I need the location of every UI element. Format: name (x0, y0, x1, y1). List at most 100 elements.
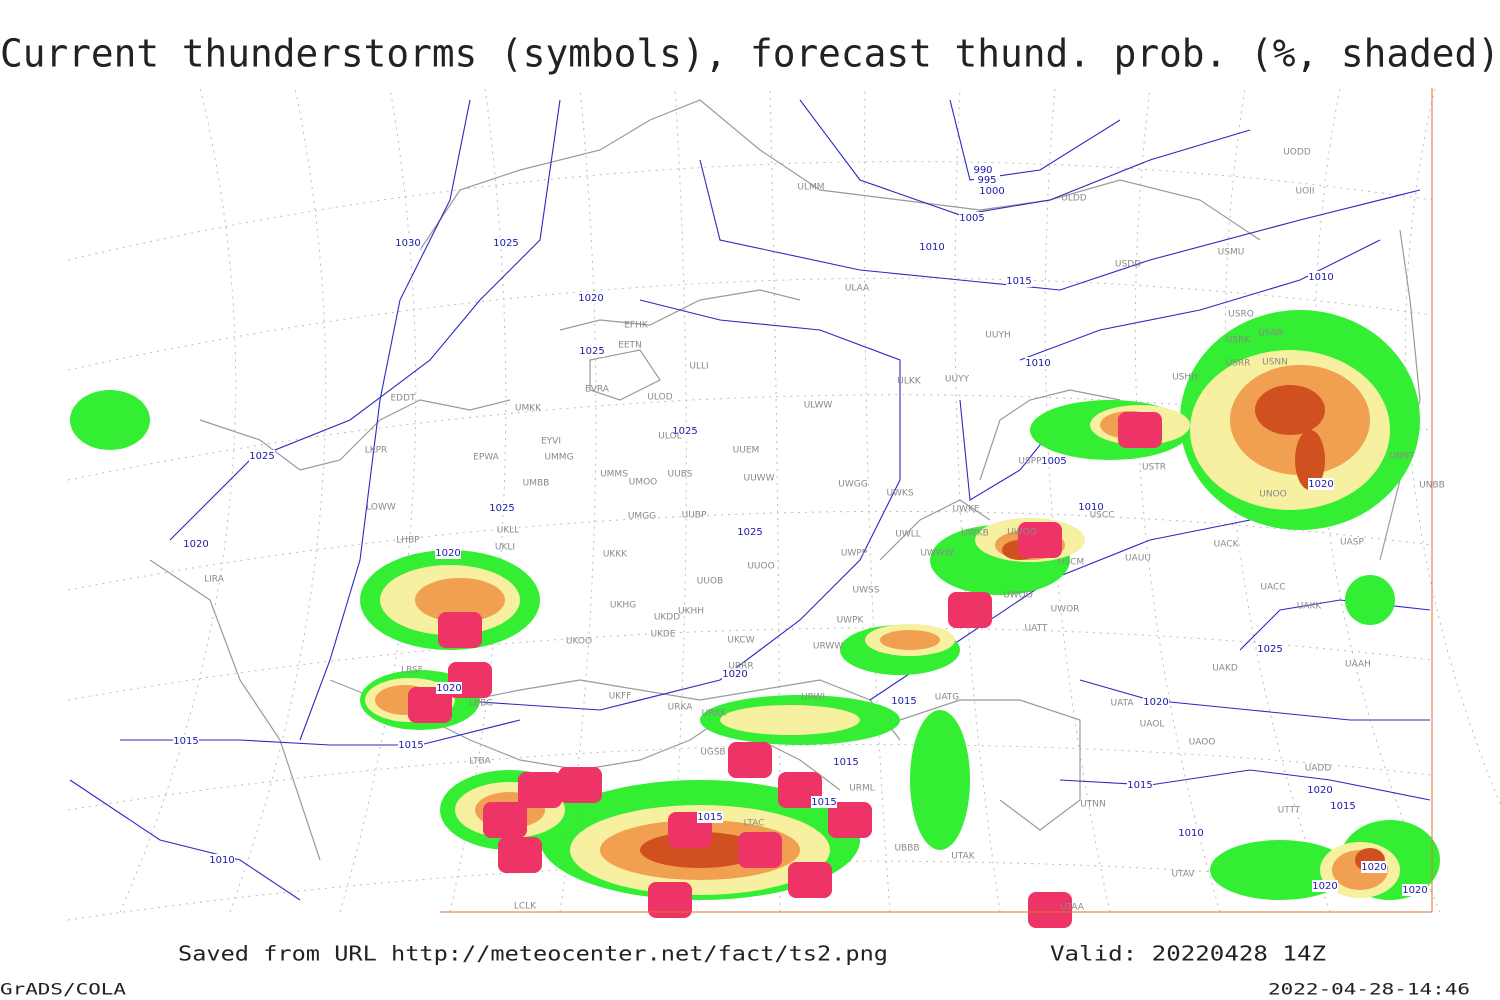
isobar-label: 1015 (833, 757, 858, 768)
station-label: LOWW (366, 503, 396, 513)
isobar-label-bg (578, 292, 604, 304)
station-label: URWW (813, 642, 843, 652)
station-label: UACK (1214, 540, 1240, 550)
graticule (1404, 87, 1500, 805)
isobar-label: 1020 (1307, 785, 1332, 796)
station-label: URWI (801, 693, 825, 703)
isobar (949, 99, 1121, 181)
isobar-label-bg (1361, 861, 1387, 873)
probability-shading (1345, 575, 1395, 625)
timestamp: 2022-04-28-14:46 (1268, 980, 1470, 999)
isobar-label-bg (493, 237, 519, 249)
graticule (119, 87, 237, 913)
station-label: UMBB (523, 479, 550, 489)
isobar-label: 1025 (579, 346, 604, 357)
isobar-label: 1015 (697, 812, 722, 823)
probability-shading (910, 710, 970, 850)
isobar-label-bg (1308, 478, 1334, 490)
station-label: UGSB (700, 748, 725, 758)
station-label: USPP (1018, 457, 1042, 467)
station-label: ULWW (804, 401, 833, 411)
thunderstorm-symbols (828, 802, 872, 838)
isobar-label: 1020 (1312, 881, 1337, 892)
coastline (979, 389, 1121, 481)
isobar-label-bg (1025, 357, 1051, 369)
station-label: UMMG (544, 453, 573, 463)
station-label: UKLI (495, 543, 515, 553)
thunderstorm-symbols (408, 687, 452, 723)
isobar-label: 1025 (737, 527, 762, 538)
isobar (959, 399, 1061, 501)
isobar-label-bg (672, 425, 698, 437)
coastline (559, 289, 801, 331)
isobar-label-bg (183, 538, 209, 550)
station-label: LBBG (469, 699, 493, 709)
thunderstorm-symbols (728, 742, 772, 778)
station-label: UBBB (894, 844, 919, 854)
station-label: UAKK (1297, 602, 1323, 612)
isobar (299, 99, 471, 741)
isobar-label-bg (1041, 455, 1067, 467)
station-label: LTBA (469, 757, 491, 767)
station-label: UWLL (895, 530, 921, 540)
valid-time: Valid: 20220428 14Z (1050, 942, 1326, 966)
station-label: UNOO (1259, 490, 1287, 500)
isobar-label: 1015 (1127, 780, 1152, 791)
station-label: USRR (1226, 359, 1251, 369)
title: Current thunderstorms (symbols), forecas… (0, 32, 1500, 76)
coastline (1379, 229, 1421, 561)
isobar-label-bg (1127, 779, 1153, 791)
station-label: UASP (1340, 538, 1364, 548)
isobar (449, 299, 901, 711)
thunderstorm-symbols (483, 802, 527, 838)
station-label: UTAV (1171, 870, 1195, 880)
station-label: UUBP (682, 511, 707, 521)
isobar-label-bg (833, 756, 859, 768)
coastline (149, 559, 321, 861)
isobar-label: 1025 (672, 426, 697, 437)
isobar-label-bg (737, 526, 763, 538)
probability-shading (880, 630, 940, 650)
isobar-label: 1020 (183, 539, 208, 550)
thunderstorm-symbols (948, 592, 992, 628)
isobar-label-bg (579, 345, 605, 357)
isobar (1019, 239, 1381, 361)
station-label: UKDD (654, 613, 680, 623)
graticule (67, 510, 1433, 591)
station-label: UNNT (1389, 452, 1415, 462)
station-label: UWKE (952, 505, 979, 515)
station-label: USNR (1258, 329, 1283, 339)
station-label: UAKD (1212, 664, 1238, 674)
station-label: LCLK (514, 902, 537, 912)
isobar-label-bg (1330, 800, 1356, 812)
isobar (69, 779, 301, 901)
isobar (1079, 679, 1430, 721)
probability-shading (720, 705, 860, 735)
station-label: UTTT (1278, 806, 1301, 816)
station-label: USMU (1218, 248, 1245, 258)
thunderstorm-symbols (518, 772, 562, 808)
station-label: UMMS (600, 470, 628, 480)
station-label: UWOR (1051, 605, 1080, 615)
isobar-label: 1015 (1006, 276, 1031, 287)
isobar-label-bg (1006, 275, 1032, 287)
station-label: EPWA (473, 453, 500, 463)
isobar-label-bg (919, 241, 945, 253)
isobar-label: 1005 (959, 213, 984, 224)
isobar-label-bg (173, 735, 199, 747)
station-label: URML (849, 784, 875, 794)
thunderstorm-symbols (788, 862, 832, 898)
isobar-label-bg (489, 502, 515, 514)
thunderstorm-symbols (1028, 892, 1072, 928)
station-label: UATG (935, 693, 960, 703)
coastline (879, 499, 991, 561)
station-label: UADD (1305, 764, 1332, 774)
station-label: EDDT (390, 394, 416, 404)
graticule (67, 394, 1433, 481)
station-label: USRO (1228, 310, 1254, 320)
probability-shading (1255, 385, 1325, 435)
isobar-label-bg (395, 237, 421, 249)
graticule (67, 627, 1433, 701)
station-label: UMGG (628, 512, 656, 522)
